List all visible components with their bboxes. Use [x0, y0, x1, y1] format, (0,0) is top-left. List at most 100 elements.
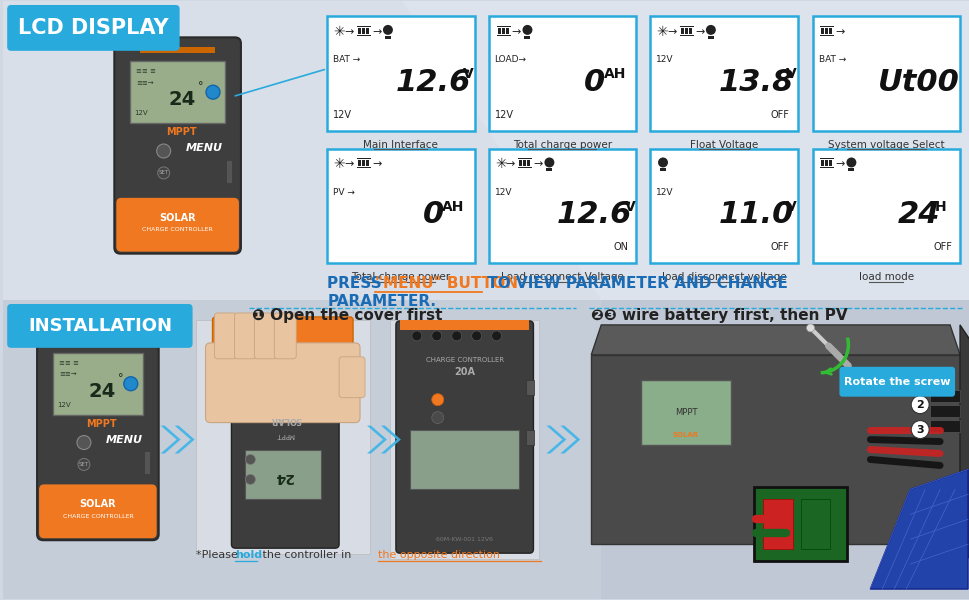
- Circle shape: [157, 144, 171, 158]
- Circle shape: [431, 412, 443, 424]
- Text: ❶ Open the cover first: ❶ Open the cover first: [252, 308, 443, 323]
- FancyBboxPatch shape: [327, 149, 474, 263]
- Text: →: →: [344, 27, 354, 37]
- Circle shape: [431, 394, 443, 406]
- Text: V: V: [785, 200, 797, 214]
- Text: SOLAR: SOLAR: [79, 499, 116, 509]
- Bar: [659, 169, 666, 172]
- Circle shape: [910, 395, 928, 413]
- FancyBboxPatch shape: [274, 313, 296, 359]
- Circle shape: [205, 85, 220, 99]
- Bar: [365, 160, 368, 166]
- FancyBboxPatch shape: [649, 16, 797, 131]
- Bar: [518, 158, 532, 169]
- Bar: [821, 160, 824, 166]
- FancyBboxPatch shape: [753, 487, 847, 561]
- Text: BAT →: BAT →: [818, 55, 845, 64]
- Bar: [526, 380, 534, 395]
- Circle shape: [124, 377, 138, 391]
- Circle shape: [431, 331, 441, 341]
- Text: TO VIEW PARAMETER AND CHANGE: TO VIEW PARAMETER AND CHANGE: [482, 276, 787, 291]
- Text: MENU: MENU: [185, 143, 222, 153]
- Bar: [121, 203, 234, 247]
- Text: 11.0: 11.0: [718, 200, 794, 229]
- Bar: [53, 353, 142, 415]
- Bar: [546, 169, 551, 172]
- Bar: [3, 1, 969, 300]
- FancyBboxPatch shape: [488, 149, 636, 263]
- Bar: [828, 28, 831, 34]
- Bar: [825, 160, 828, 166]
- Text: ✳: ✳: [656, 25, 667, 39]
- Text: SET: SET: [159, 170, 169, 175]
- FancyBboxPatch shape: [488, 16, 636, 131]
- Bar: [820, 27, 833, 35]
- Text: CHARGE CONTROLLER: CHARGE CONTROLLER: [62, 514, 133, 519]
- Circle shape: [245, 475, 255, 484]
- Text: °: °: [198, 81, 203, 91]
- Circle shape: [452, 331, 461, 341]
- Text: ❷❸ wire battery first, then PV: ❷❸ wire battery first, then PV: [591, 308, 847, 323]
- Text: Ut00: Ut00: [877, 68, 958, 97]
- Bar: [688, 28, 691, 34]
- Bar: [684, 28, 687, 34]
- Text: INSTALLATION: INSTALLATION: [28, 317, 172, 335]
- Text: →: →: [835, 160, 844, 169]
- FancyBboxPatch shape: [234, 313, 256, 359]
- Bar: [357, 160, 370, 167]
- Circle shape: [544, 157, 554, 167]
- Polygon shape: [366, 425, 387, 454]
- Bar: [141, 47, 215, 53]
- Bar: [828, 160, 831, 166]
- Text: OFF: OFF: [932, 242, 952, 252]
- Bar: [679, 26, 693, 36]
- Bar: [496, 27, 510, 35]
- Text: →: →: [835, 27, 844, 37]
- Text: 12.6: 12.6: [556, 200, 632, 229]
- Text: Load reconnect Voltage: Load reconnect Voltage: [500, 272, 623, 282]
- Polygon shape: [591, 325, 959, 355]
- Text: the controller in: the controller in: [259, 550, 355, 560]
- Text: →: →: [372, 27, 381, 37]
- Bar: [518, 160, 532, 167]
- Bar: [501, 28, 504, 34]
- Polygon shape: [401, 1, 969, 300]
- Text: V: V: [463, 67, 474, 82]
- Text: V: V: [624, 200, 635, 214]
- Bar: [799, 499, 829, 549]
- Bar: [929, 419, 959, 431]
- Text: 12V: 12V: [655, 55, 672, 64]
- Text: 13.8: 13.8: [718, 68, 794, 97]
- Bar: [526, 430, 534, 445]
- Text: °: °: [118, 373, 124, 383]
- FancyBboxPatch shape: [212, 317, 353, 361]
- Bar: [399, 320, 529, 330]
- Polygon shape: [381, 425, 400, 454]
- Text: Rotate the screw: Rotate the screw: [843, 377, 950, 387]
- Text: →: →: [533, 160, 543, 169]
- Bar: [357, 26, 370, 36]
- Text: "MENU" BUTTON: "MENU" BUTTON: [375, 276, 517, 291]
- Circle shape: [471, 331, 482, 341]
- Polygon shape: [869, 469, 967, 589]
- Bar: [130, 61, 225, 123]
- Bar: [848, 169, 854, 172]
- FancyBboxPatch shape: [7, 304, 193, 348]
- Text: 12V: 12V: [332, 110, 352, 119]
- Polygon shape: [959, 325, 969, 559]
- Bar: [527, 160, 530, 166]
- Text: ≡≡ ≡: ≡≡ ≡: [59, 360, 78, 366]
- Text: →: →: [344, 160, 354, 169]
- Text: SET: SET: [78, 462, 89, 467]
- Text: SOLAR: SOLAR: [269, 415, 300, 424]
- Bar: [680, 28, 683, 34]
- FancyBboxPatch shape: [114, 37, 240, 254]
- Text: the opposite direction: the opposite direction: [378, 550, 499, 560]
- FancyBboxPatch shape: [39, 484, 157, 538]
- FancyBboxPatch shape: [7, 5, 179, 51]
- Text: ≡≡ ≡: ≡≡ ≡: [136, 68, 156, 74]
- Text: PRESS: PRESS: [327, 276, 387, 291]
- Text: →: →: [512, 27, 520, 37]
- Circle shape: [705, 25, 715, 35]
- FancyBboxPatch shape: [812, 16, 959, 131]
